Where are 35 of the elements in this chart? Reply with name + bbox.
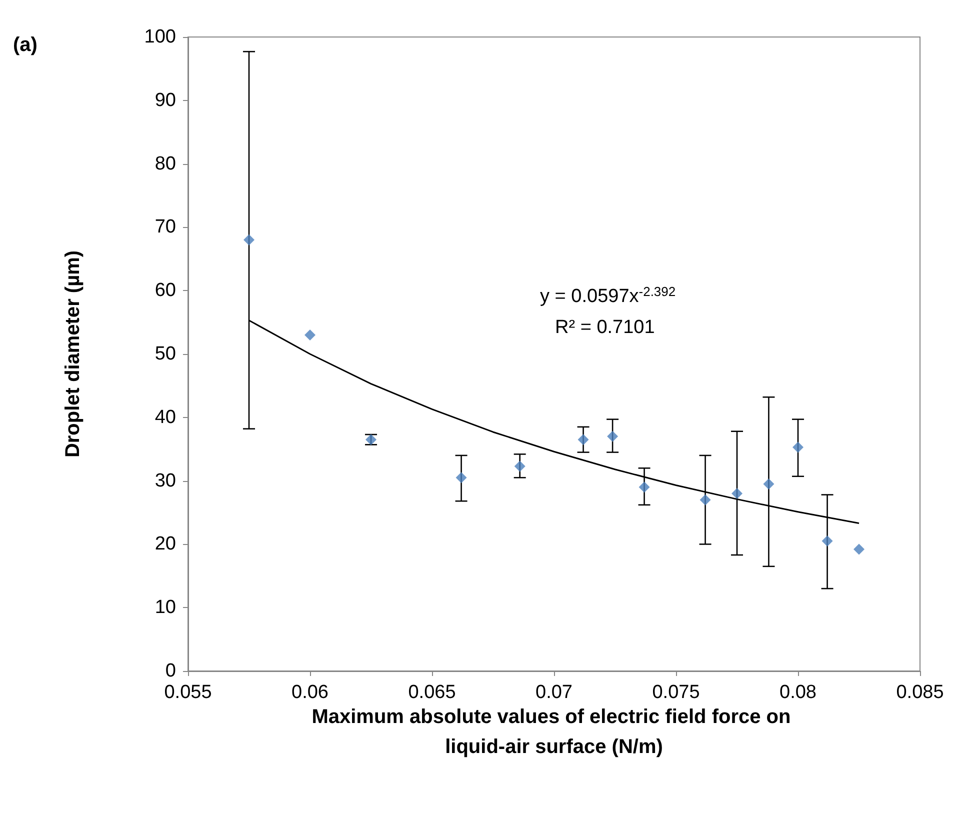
x-tick-label: 0.065 [408, 682, 456, 703]
text: (a) [13, 34, 38, 56]
x-axis-title: Maximum absolute values of electric field force on liquid-air surface (N/m) [312, 706, 796, 758]
annotation: R² = 0.7101 [555, 317, 655, 338]
y-axis-title: Droplet diameter (µm) [62, 250, 84, 458]
y-tick-label: 0 [165, 660, 176, 682]
point [456, 472, 467, 484]
y-tick-label: 50 [154, 344, 176, 364]
y-tick-label: 30 [154, 470, 176, 492]
point [700, 494, 711, 506]
y-tick-label: 90 [154, 90, 176, 111]
y-tick-label: 80 [154, 153, 176, 174]
x-tick-label: 0.055 [164, 682, 212, 703]
y-tick-label: 60 [154, 280, 176, 302]
y-tick-label: 10 [154, 597, 176, 618]
y-tick-label: 20 [154, 534, 176, 555]
x-tick-label: 0.07 [536, 682, 572, 703]
y-tick-label: 70 [154, 216, 176, 238]
point [514, 460, 526, 472]
point [822, 536, 833, 547]
point [607, 430, 618, 442]
point [732, 488, 742, 499]
point [792, 442, 804, 453]
point [304, 329, 316, 340]
point [854, 544, 864, 555]
point [578, 434, 589, 446]
x-tick-label: 0.075 [652, 682, 700, 703]
point [763, 478, 774, 490]
x-tick-label: 0.06 [292, 682, 328, 703]
y-tick-label: 40 [154, 406, 176, 428]
point [244, 234, 254, 246]
x-tick-label: 0.085 [896, 682, 944, 703]
x-tick-label: 0.08 [780, 682, 816, 703]
y-tick-label: 100 [144, 26, 176, 48]
point [638, 482, 650, 493]
